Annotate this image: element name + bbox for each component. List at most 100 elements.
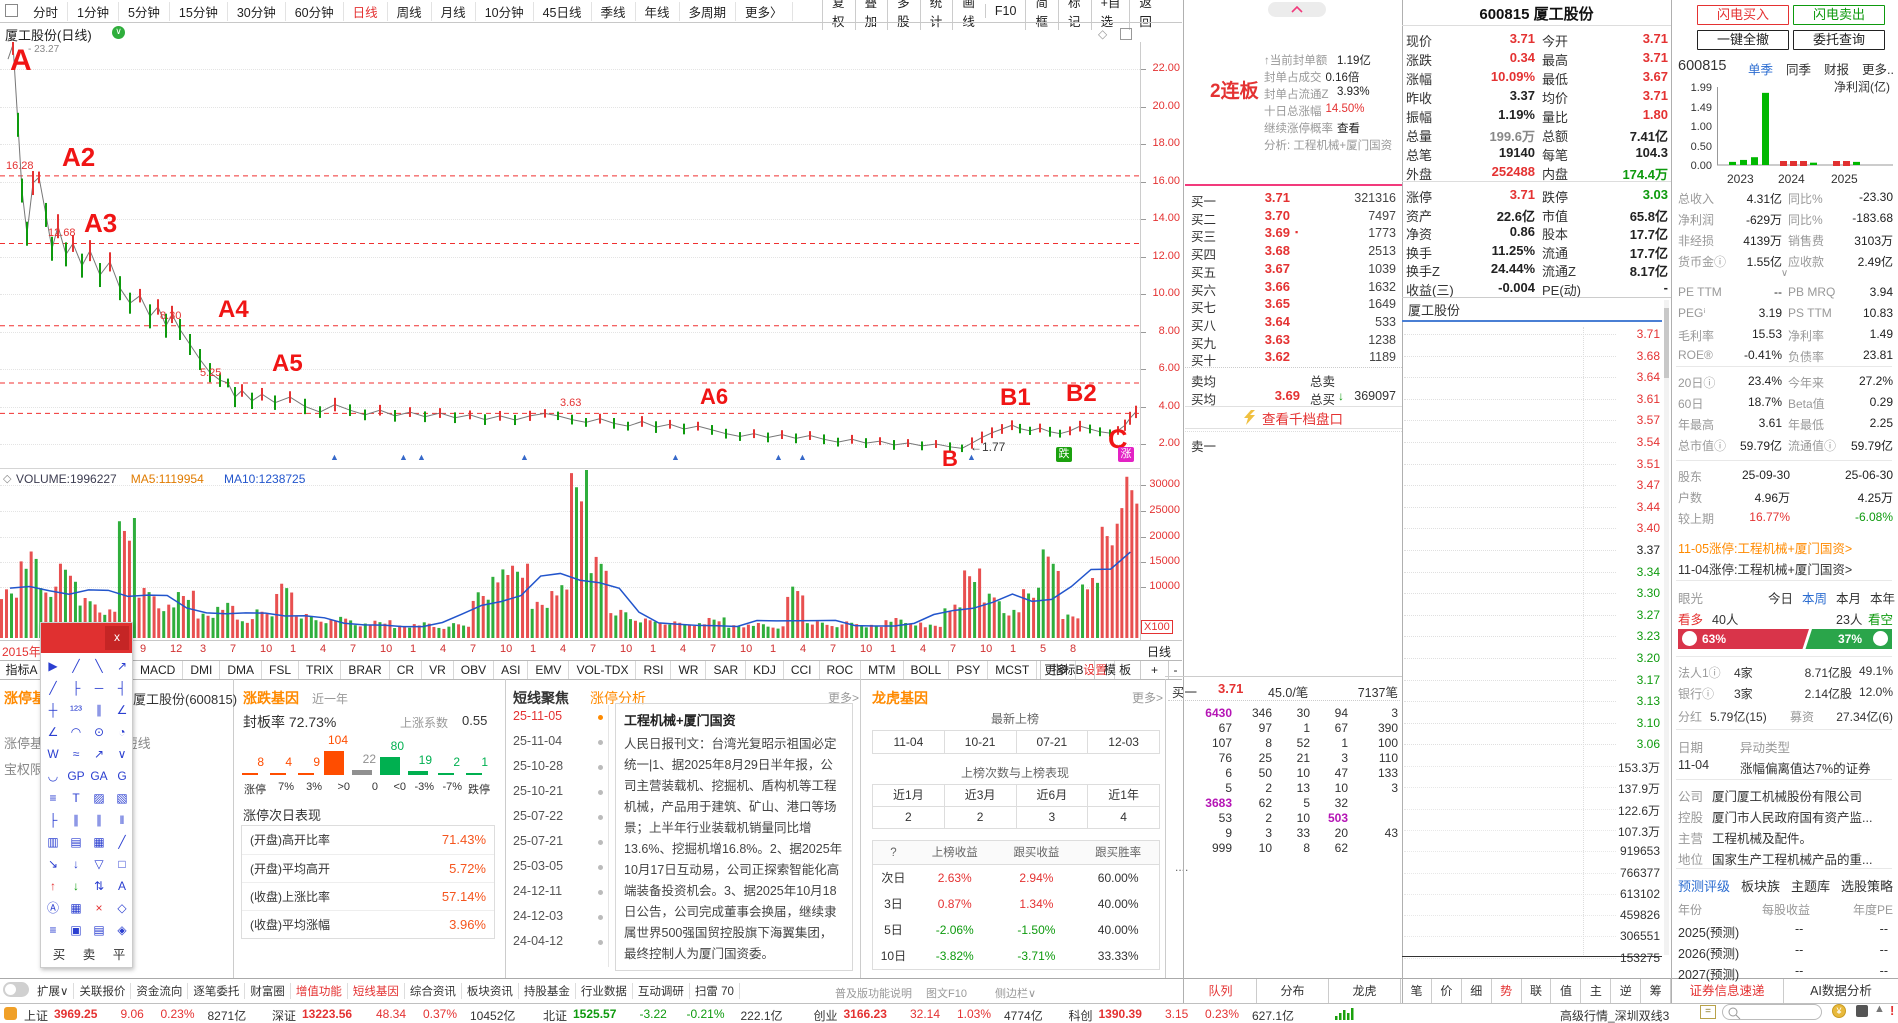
- index-name[interactable]: 深证: [272, 1009, 297, 1023]
- period-tab-多周期[interactable]: 多周期: [680, 1, 737, 21]
- event-triangle-icon[interactable]: ▲: [330, 452, 339, 462]
- fin-tab-同季[interactable]: 同季: [1786, 63, 1812, 77]
- panel-toggle[interactable]: [3, 982, 29, 997]
- action-统计[interactable]: 统计: [919, 0, 953, 30]
- search-input[interactable]: [1722, 1004, 1822, 1020]
- draw-tool-icon-22[interactable]: GA: [90, 769, 108, 783]
- right-news-1[interactable]: 11-04涨停:工程机械+厦门国资>: [1678, 563, 1853, 577]
- event-triangle-icon[interactable]: ▲: [967, 452, 976, 462]
- dxjj-date[interactable]: 25-07-22: [513, 809, 564, 823]
- draw-tool-icon-32[interactable]: ▥: [47, 835, 59, 849]
- draw-tool-icon-45[interactable]: ▦: [70, 901, 82, 915]
- draw-tool-icon-31[interactable]: ‖: [119, 813, 125, 827]
- bottom-tab-扩展∨[interactable]: 扩展∨: [32, 983, 75, 999]
- ladder-scroll-thumb[interactable]: [1664, 308, 1669, 378]
- draw-tool-icon-28[interactable]: ├: [48, 813, 58, 827]
- draw-tool-icon-39[interactable]: □: [118, 857, 126, 871]
- tab-MTM[interactable]: MTM: [861, 661, 904, 679]
- tab-indicator-a[interactable]: 指标A: [0, 661, 44, 679]
- period-tab-月线[interactable]: 月线: [432, 1, 476, 21]
- alert-icon[interactable]: !: [1890, 1003, 1895, 1018]
- app-logo-icon[interactable]: [4, 1007, 17, 1020]
- period-tab-60分钟[interactable]: 60分钟: [286, 1, 344, 21]
- signal-icon[interactable]: ▲: [1874, 1003, 1885, 1015]
- draw-tool-icon-17[interactable]: ≈: [72, 747, 80, 761]
- eyes-tab-本年[interactable]: 本年: [1870, 592, 1896, 606]
- draw-tool-icon-26[interactable]: ▨: [93, 791, 105, 805]
- bottom-tab-综合资讯[interactable]: 综合资讯: [405, 983, 462, 999]
- tab-CCI[interactable]: CCI: [784, 661, 820, 679]
- button-委托查询[interactable]: 委托查询: [1793, 30, 1885, 50]
- bottom-gray-侧边栏∨[interactable]: 侧边栏∨: [995, 988, 1037, 1000]
- event-triangle-icon[interactable]: ▲: [399, 452, 408, 462]
- index-name[interactable]: 创业: [813, 1009, 838, 1023]
- tab-WR[interactable]: WR: [671, 661, 707, 679]
- palette-卖[interactable]: 卖: [82, 948, 96, 962]
- period-tab-30分钟[interactable]: 30分钟: [228, 1, 286, 21]
- index-name[interactable]: 科创: [1068, 1009, 1093, 1023]
- period-tab-日线[interactable]: 日线: [344, 1, 388, 21]
- period-tab-5分钟[interactable]: 5分钟: [119, 1, 170, 21]
- ladder-tab-值[interactable]: 值: [1552, 979, 1582, 1003]
- period-tab-10分钟[interactable]: 10分钟: [476, 1, 534, 21]
- event-triangle-icon[interactable]: ▲: [798, 452, 807, 462]
- draw-tool-icon-47[interactable]: ◇: [117, 901, 127, 915]
- tab-VOL-TDX[interactable]: VOL-TDX: [569, 661, 637, 679]
- fin-tab-财报[interactable]: 财报: [1824, 63, 1850, 77]
- action-画线[interactable]: 画线: [952, 0, 985, 30]
- draw-tool-icon-0[interactable]: ▶: [48, 659, 58, 673]
- ladder-tab-细[interactable]: 细: [1462, 979, 1492, 1003]
- bottom-tab-行业数据[interactable]: 行业数据: [576, 983, 633, 999]
- tab-MCST[interactable]: MCST: [988, 661, 1038, 679]
- tab-VR[interactable]: VR: [422, 661, 454, 679]
- action-复权[interactable]: 复权: [822, 0, 855, 30]
- event-triangle-icon[interactable]: ▲: [417, 452, 426, 462]
- draw-tool-icon-43[interactable]: A: [117, 879, 126, 893]
- tab-模 板[interactable]: 模 板: [1094, 661, 1140, 679]
- draw-tool-icon-46[interactable]: ×: [95, 901, 103, 915]
- draw-tool-icon-50[interactable]: ▤: [93, 923, 105, 937]
- tab-EMV[interactable]: EMV: [528, 661, 570, 679]
- bottom-tab-财富圈[interactable]: 财富圈: [245, 983, 291, 999]
- link-板块族[interactable]: 板块族: [1741, 879, 1781, 894]
- dxjj-date[interactable]: 25-11-05: [513, 709, 563, 723]
- event-badge-跌[interactable]: 跌: [1056, 447, 1072, 462]
- bottom-tab-资金流向[interactable]: 资金流向: [131, 983, 189, 999]
- bottom-tab-逐笔委托[interactable]: 逐笔委托: [188, 983, 246, 999]
- index-name[interactable]: 上证: [24, 1009, 49, 1023]
- draw-tool-icon-38[interactable]: ▽: [94, 857, 104, 871]
- shortcut-box[interactable]: =: [1700, 1005, 1716, 1019]
- draw-tool-icon-4[interactable]: ╱: [49, 681, 57, 695]
- message-icon[interactable]: [1856, 1005, 1868, 1017]
- ladder-tab-价[interactable]: 价: [1432, 979, 1462, 1003]
- mid-tab-队列[interactable]: 队列: [1185, 979, 1257, 1003]
- dxjj-news-box[interactable]: 工程机械+厦门国资 人民日报刊文：台湾光复昭示祖国必定统一|1、据2025年8月2…: [615, 703, 853, 971]
- tab-CR[interactable]: CR: [390, 661, 423, 679]
- dxjj-date[interactable]: 24-12-11: [513, 884, 563, 898]
- period-tab-45日线[interactable]: 45日线: [534, 1, 592, 21]
- draw-tool-icon-12[interactable]: ∠: [47, 725, 59, 739]
- tab-DMI[interactable]: DMI: [183, 661, 221, 679]
- bottom-tab-关联报价[interactable]: 关联报价: [74, 983, 132, 999]
- draw-tool-icon-33[interactable]: ▤: [70, 835, 82, 849]
- eyes-tab-今日[interactable]: 今日: [1768, 592, 1794, 606]
- ladder-tab-笔[interactable]: 笔: [1402, 979, 1432, 1003]
- period-tab-周线[interactable]: 周线: [388, 1, 432, 21]
- draw-tool-icon-44[interactable]: Ⓐ: [46, 901, 59, 915]
- mid-tab-龙虎[interactable]: 龙虎: [1329, 979, 1401, 1003]
- period-tab-年线[interactable]: 年线: [636, 1, 680, 21]
- tab-FSL[interactable]: FSL: [262, 661, 300, 679]
- period-tab-1分钟[interactable]: 1分钟: [68, 1, 119, 21]
- palette-买[interactable]: 买: [52, 948, 66, 962]
- draw-tool-icon-18[interactable]: ↗: [93, 747, 105, 761]
- mid-tab-分布[interactable]: 分布: [1257, 979, 1329, 1003]
- draw-tool-icon-25[interactable]: T: [72, 791, 80, 805]
- draw-tool-icon-42[interactable]: ⇅: [93, 879, 105, 893]
- draw-tool-icon-51[interactable]: ◈: [117, 923, 127, 937]
- draw-tool-icon-29[interactable]: ∥: [73, 813, 79, 827]
- draw-tool-icon-30[interactable]: ∥: [96, 813, 102, 827]
- palette-close-icon[interactable]: x: [105, 626, 129, 650]
- tab--[interactable]: -: [1168, 661, 1182, 679]
- action-F10[interactable]: F10: [984, 4, 1026, 18]
- dxjj-date[interactable]: 25-03-05: [513, 859, 564, 873]
